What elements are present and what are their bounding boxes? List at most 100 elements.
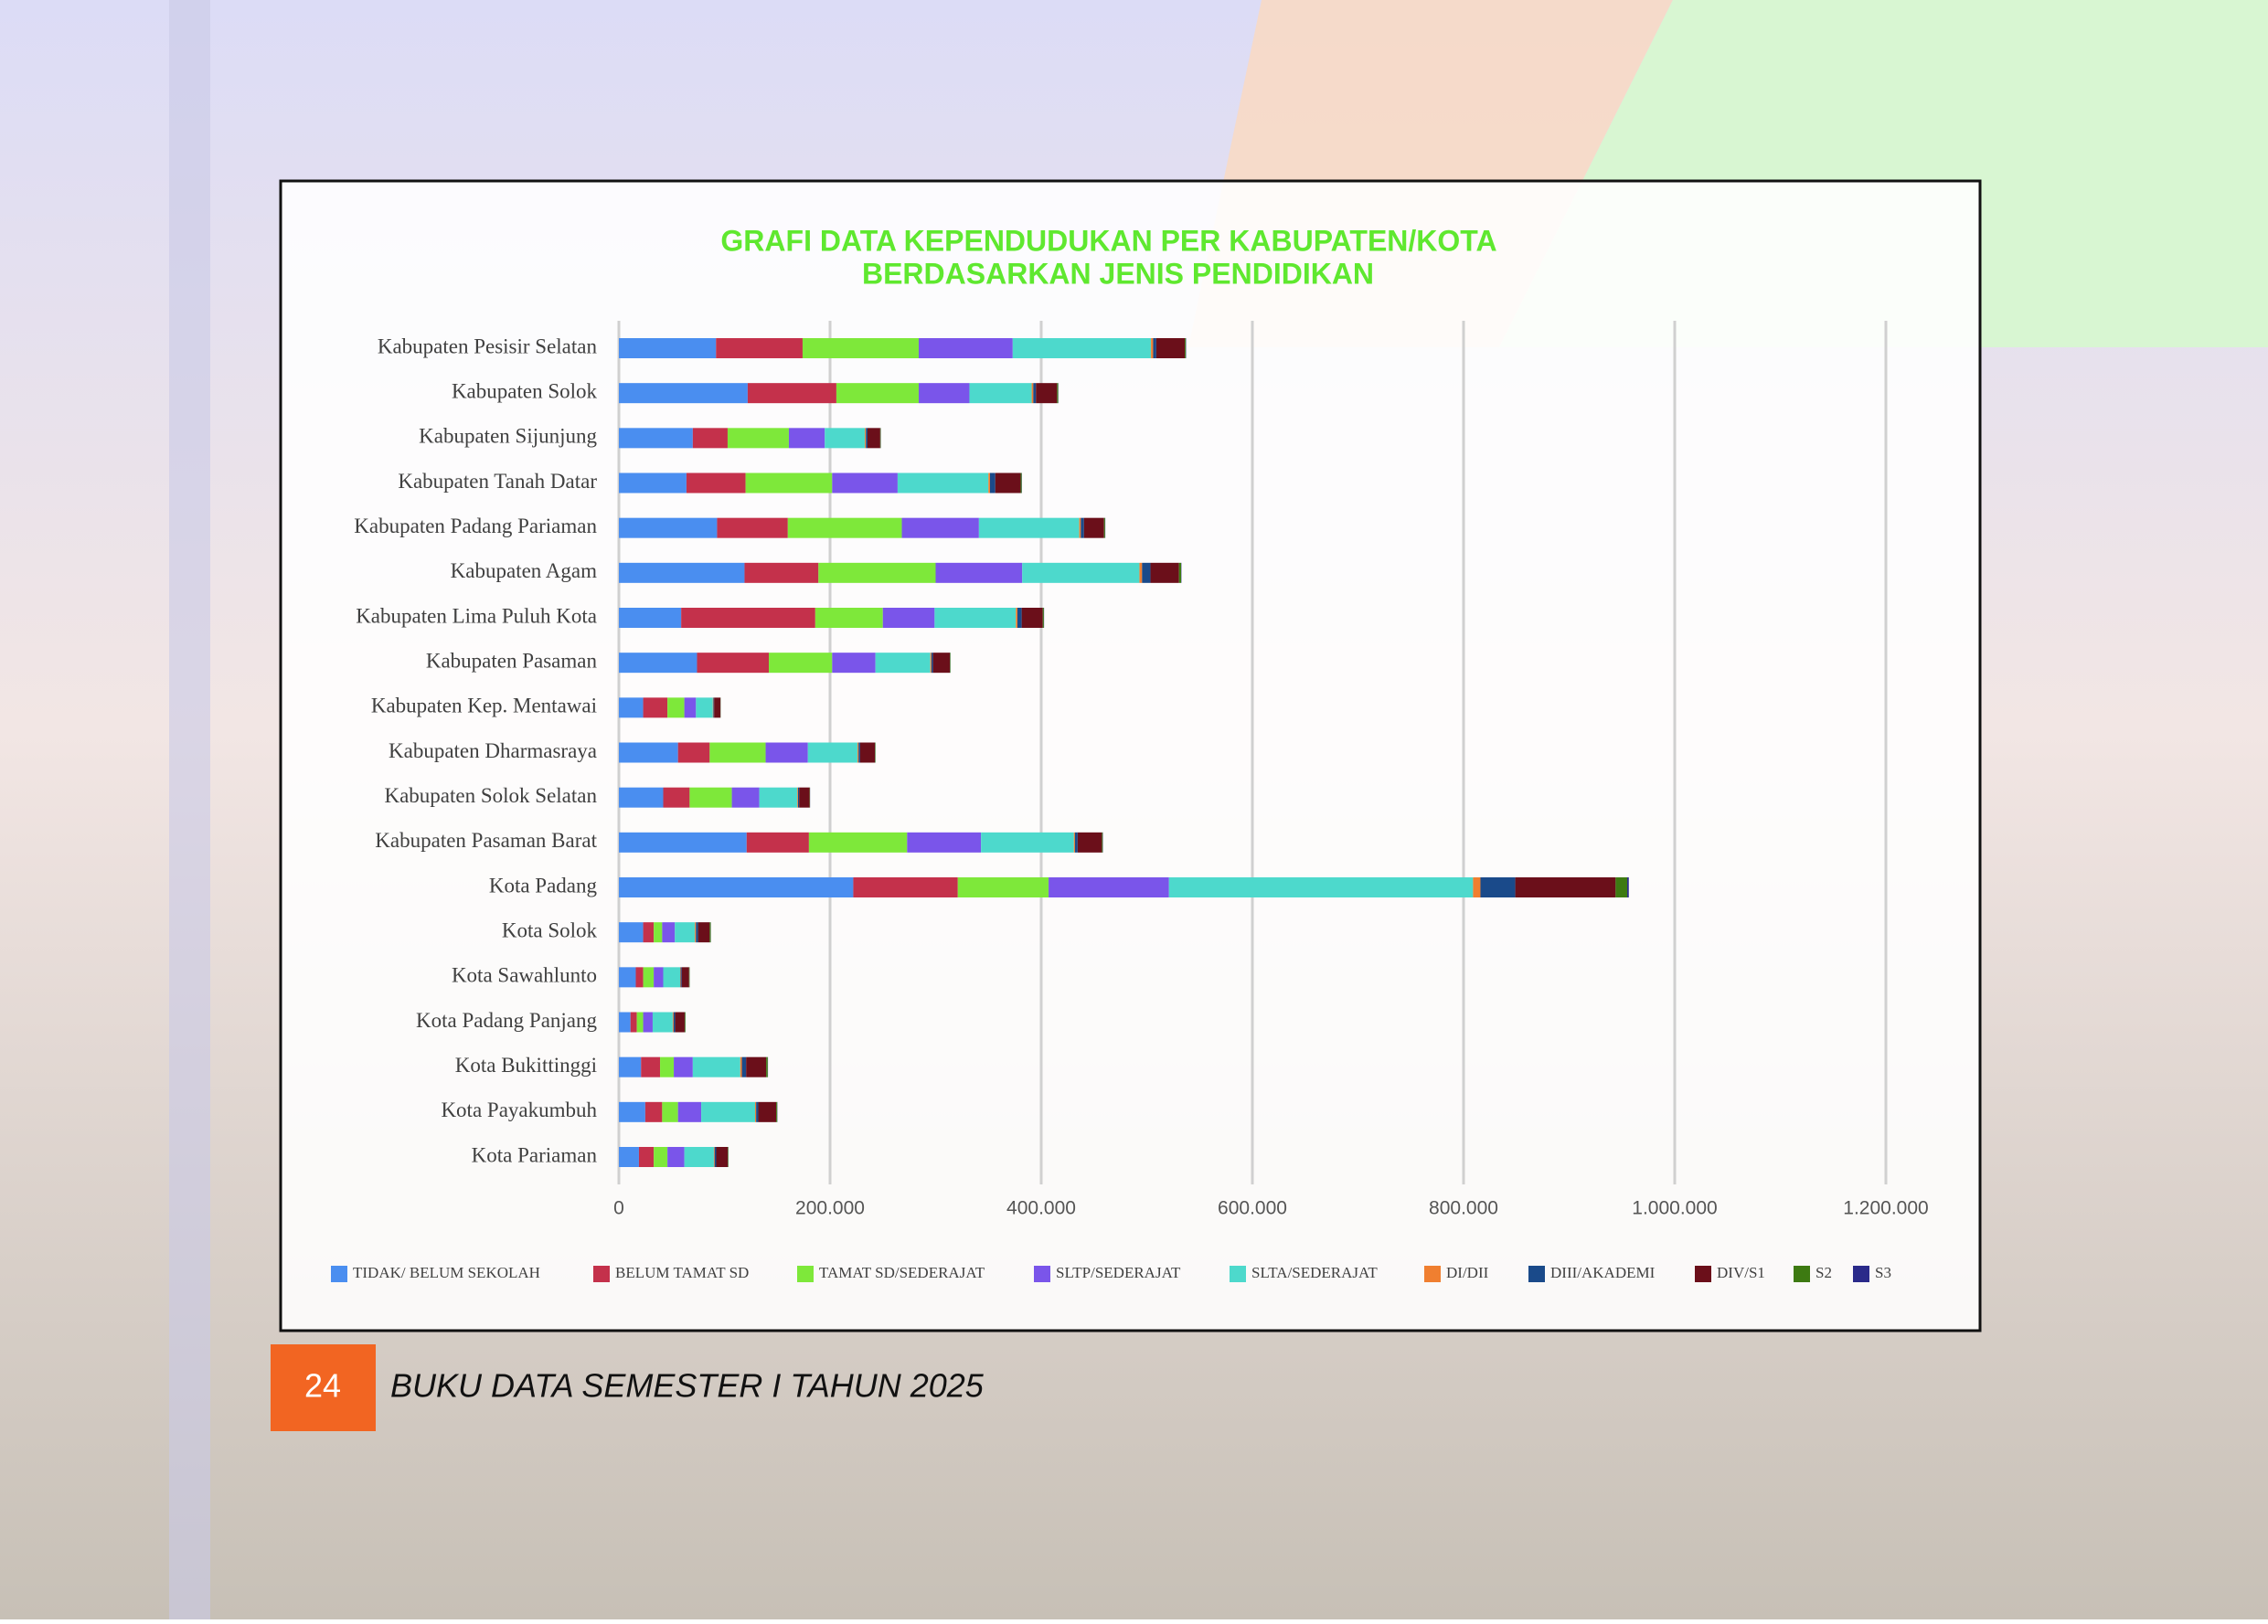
bar-segment [860, 743, 875, 763]
bar-segment [645, 1102, 662, 1122]
bar-segment [619, 338, 716, 358]
y-tick-label: Kota Bukittinggi [455, 1054, 597, 1077]
bar-segment [619, 788, 664, 808]
bar-segment [1169, 877, 1474, 897]
bar-segment [653, 1013, 673, 1033]
bar-segment [664, 967, 680, 987]
legend-label: TIDAK/ BELUM SEKOLAH [353, 1264, 540, 1281]
bar-segment [662, 1102, 677, 1122]
legend-label: S3 [1875, 1264, 1891, 1281]
bar-segment [728, 1147, 729, 1167]
bar-segment [919, 383, 969, 403]
bar-segment [836, 383, 919, 403]
bar-segment [1084, 518, 1104, 538]
bar-segment [685, 697, 697, 717]
bar-segment [693, 1057, 740, 1077]
x-tick-label: 400.000 [1006, 1198, 1076, 1219]
bar-segment [1020, 473, 1021, 494]
bar-segment [644, 922, 655, 942]
bar-segment [808, 743, 857, 763]
bar-segment [932, 653, 933, 673]
bar-segment [644, 697, 668, 717]
bar-segment [1022, 563, 1139, 583]
bar-segment [619, 743, 678, 763]
bar-segment [689, 967, 690, 987]
bar-segment [1516, 877, 1616, 897]
bar-segment [619, 922, 644, 942]
bar-segment [769, 653, 832, 673]
bar-segment [809, 833, 907, 853]
chart-subtitle: BERDASARKAN JENIS PENDIDIKAN [862, 257, 1374, 290]
bar-segment [988, 473, 990, 494]
bar-segment [1036, 383, 1057, 403]
bar-segment [797, 788, 798, 808]
bar-segment [685, 1147, 714, 1167]
bar-segment [644, 967, 655, 987]
bar-segment [776, 1102, 777, 1122]
bar-segment [1615, 877, 1627, 897]
bar-segment [619, 428, 693, 448]
bar-segment [950, 653, 951, 673]
bar-segment [748, 383, 836, 403]
x-tick-label: 0 [613, 1198, 624, 1219]
legend-label: DIII/AKADEMI [1550, 1264, 1656, 1281]
bar-segment [654, 1147, 667, 1167]
bar-segment [880, 428, 881, 448]
footer-text: BUKU DATA SEMESTER I TAHUN 2025 [390, 1367, 985, 1405]
y-tick-label: Kota Payakumbuh [441, 1099, 597, 1121]
bar-segment [716, 338, 803, 358]
bar-segment [876, 653, 931, 673]
bar-segment [667, 697, 684, 717]
bar-segment [958, 877, 1049, 897]
y-tick-label: Kota Padang Panjang [416, 1009, 598, 1032]
y-tick-label: Kabupaten Padang Pariaman [354, 515, 597, 537]
legend-swatch [1424, 1266, 1441, 1282]
bar-segment [732, 788, 760, 808]
bar-segment [934, 608, 1016, 628]
bar-segment [689, 788, 731, 808]
bar-segment [758, 1102, 776, 1122]
bar-segment [654, 922, 662, 942]
bar-segment [815, 608, 883, 628]
legend-swatch [1695, 1266, 1711, 1282]
bar-segment [936, 563, 1023, 583]
bar-segment [742, 1057, 747, 1077]
bar-segment [746, 1057, 766, 1077]
bar-segment [619, 473, 687, 494]
bar-segment [693, 428, 728, 448]
bar-segment [818, 563, 935, 583]
bar-segment [714, 697, 720, 717]
legend-label: SLTP/SEDERAJAT [1056, 1264, 1181, 1281]
legend-swatch [1230, 1266, 1246, 1282]
bar-segment [644, 1013, 653, 1033]
bar-segment [1022, 608, 1043, 628]
bar-segment [673, 1013, 674, 1033]
bar-segment [1139, 563, 1142, 583]
bar-segment [789, 428, 825, 448]
legend-swatch [1794, 1266, 1810, 1282]
legend-swatch [331, 1266, 347, 1282]
y-tick-label: Kabupaten Solok Selatan [384, 784, 597, 807]
bar-segment [740, 1057, 742, 1077]
bar-segment [674, 1057, 693, 1077]
x-tick-label: 200.000 [795, 1198, 865, 1219]
bar-segment [619, 697, 644, 717]
bar-segment [619, 653, 697, 673]
y-tick-label: Kabupaten Solok [452, 379, 598, 402]
bar-segment [1057, 383, 1058, 403]
bar-segment [714, 1147, 715, 1167]
bar-segment [933, 653, 950, 673]
bar-segment [755, 1102, 756, 1122]
bar-segment [709, 743, 765, 763]
bar-segment [681, 608, 815, 628]
x-tick-label: 1.000.000 [1632, 1198, 1717, 1219]
bar-segment [619, 1057, 641, 1077]
bar-segment [698, 922, 710, 942]
y-tick-label: Kabupaten Tanah Datar [398, 470, 597, 493]
bar-segment [619, 1013, 631, 1033]
bar-segment [990, 473, 996, 494]
bar-segment [747, 833, 809, 853]
bar-segment [685, 1013, 686, 1033]
bar-segment [654, 967, 663, 987]
